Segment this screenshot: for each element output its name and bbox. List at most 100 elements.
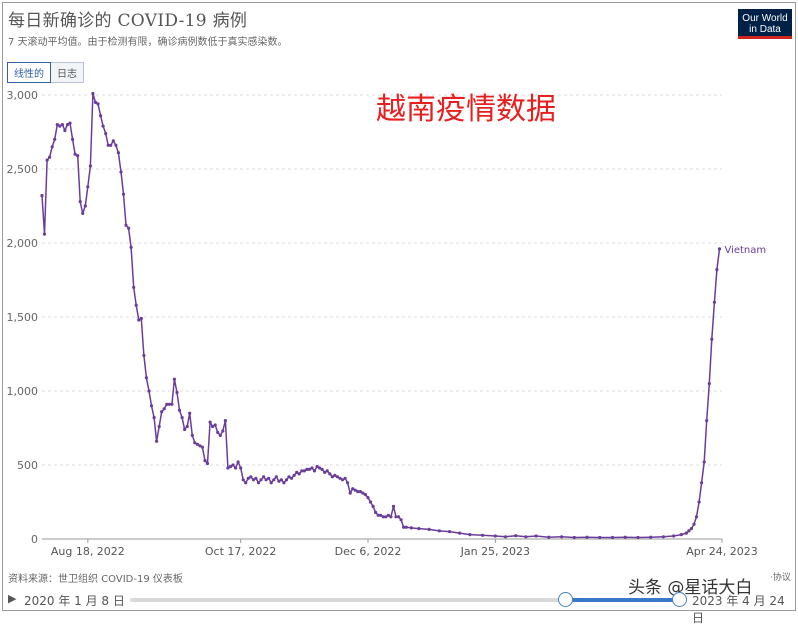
timeline-end-handle[interactable] (672, 592, 687, 607)
data-point (524, 535, 528, 539)
data-point (249, 475, 253, 479)
data-point (335, 475, 339, 479)
data-point (333, 473, 337, 477)
data-point (239, 466, 243, 470)
data-point (93, 100, 98, 104)
y-tick-label: 2,000 (7, 237, 39, 250)
data-point (195, 442, 199, 446)
data-point (180, 416, 184, 420)
data-point (236, 460, 240, 464)
data-point (160, 410, 164, 414)
data-point (694, 515, 699, 519)
data-point (241, 478, 245, 482)
data-point (262, 475, 266, 479)
license-link[interactable]: ·协议 (770, 573, 791, 583)
data-point (697, 500, 701, 504)
data-point (302, 469, 306, 473)
data-point (481, 533, 485, 537)
data-point (376, 513, 380, 517)
data-point (142, 353, 146, 358)
data-point (381, 515, 385, 519)
data-point (114, 143, 118, 147)
data-point (101, 124, 105, 128)
data-point (287, 475, 291, 479)
timeline-selected-range (564, 598, 678, 602)
data-point (272, 478, 276, 482)
data-point (83, 204, 87, 208)
data-point (503, 535, 508, 539)
y-tick-label: 2,500 (7, 163, 39, 176)
data-point (78, 200, 82, 204)
log-scale-button[interactable]: 日志 (51, 62, 84, 83)
data-point (88, 164, 92, 168)
timeline-start-handle[interactable] (558, 592, 573, 607)
timeline-track[interactable] (130, 598, 678, 602)
data-point (155, 439, 159, 443)
data-point (48, 155, 52, 159)
data-point (715, 268, 719, 272)
data-point (328, 472, 332, 476)
data-point (307, 467, 311, 471)
data-point (305, 467, 309, 471)
data-point (65, 123, 70, 127)
data-point (50, 145, 54, 149)
data-point (251, 478, 255, 482)
data-point (560, 535, 564, 539)
data-point (598, 535, 602, 540)
data-point (361, 491, 365, 495)
data-point (45, 158, 49, 162)
data-point (40, 194, 44, 198)
data-point (353, 488, 357, 492)
data-point (572, 535, 576, 540)
linear-scale-button[interactable]: 线性的 (7, 62, 51, 83)
data-point (58, 124, 62, 128)
data-point (340, 478, 345, 482)
data-point (358, 490, 362, 494)
data-point (290, 476, 294, 480)
series-line (41, 92, 721, 539)
data-point (175, 390, 179, 395)
data-point (116, 151, 120, 155)
data-point (356, 490, 360, 494)
data-point (53, 137, 57, 141)
data-point (73, 152, 77, 156)
data-point (274, 475, 278, 479)
data-point (68, 121, 72, 125)
data-point (700, 481, 704, 485)
data-point (127, 226, 131, 230)
chart-annotation: 越南疫情数据 (376, 92, 556, 127)
data-point (104, 131, 108, 136)
data-point (172, 377, 176, 381)
data-point (389, 515, 393, 519)
data-point (366, 496, 370, 500)
y-tick-label: 3,000 (7, 89, 39, 102)
chart-title: 每日新确诊的 COVID-19 病例 (8, 11, 248, 31)
data-point (226, 466, 230, 470)
play-icon[interactable]: ▶ (8, 592, 17, 605)
data-point (170, 402, 174, 406)
data-point (610, 535, 615, 540)
data-point (427, 527, 431, 532)
data-point (338, 476, 342, 480)
data-point (712, 300, 717, 304)
owid-logo[interactable]: Our World in Data (738, 9, 792, 39)
x-tick-label: Jan 25, 2023 (460, 545, 530, 558)
data-point (244, 481, 248, 485)
data-point (221, 429, 225, 433)
data-point (297, 472, 301, 476)
timeline-end-label: 2023 年 4 月 24 日 (692, 594, 785, 625)
data-point (264, 478, 268, 482)
data-point (702, 460, 706, 464)
data-point (109, 143, 113, 147)
data-point (318, 466, 322, 470)
data-point (246, 476, 250, 480)
data-point (684, 531, 688, 535)
data-point (661, 535, 666, 539)
data-point (106, 143, 110, 147)
data-point (458, 531, 462, 535)
data-point (137, 318, 141, 322)
data-point (234, 466, 238, 470)
data-point (111, 139, 115, 143)
x-tick-label: Aug 18, 2022 (51, 545, 125, 558)
timeline-start-label: 2020 年 1 月 8 日 (24, 594, 125, 608)
